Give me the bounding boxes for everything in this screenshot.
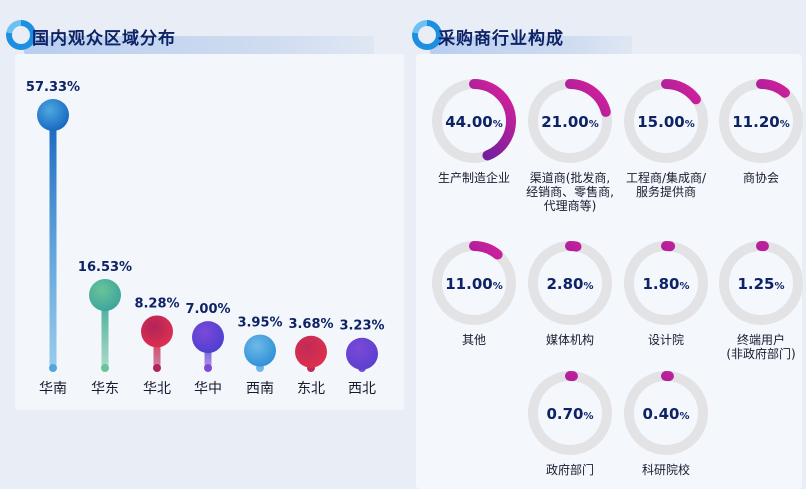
donut-category-label: 政府部门 (546, 462, 594, 477)
region-lollipop-chart: 57.33% 华南 16.53% 华东 8.28% 华北 7.00% 华中 3.95% 西南 3.6… (26, 80, 385, 397)
industry-donut: 44.00% 生产制造企业 (432, 79, 516, 185)
region-bar-head (244, 334, 276, 367)
region-value-label: 8.28% (134, 296, 179, 311)
donut-category-label: 商协会 (743, 170, 779, 185)
region-bar-head (295, 335, 327, 368)
donut-value-label: 1.25% (737, 275, 784, 293)
donut-value-label: 44.00% (445, 113, 502, 131)
donut-value-label: 11.20% (732, 113, 789, 131)
region-category-label: 华南 (39, 381, 67, 397)
donut-arc (528, 371, 612, 455)
region-base-dot (49, 364, 57, 372)
industry-donut: 21.00% 渠道商(批发商,经销商、零售商,代理商等) (526, 79, 614, 213)
donut-value-label: 21.00% (541, 113, 598, 131)
region-category-label: 华北 (143, 381, 171, 397)
donut-arc (528, 79, 612, 163)
industry-donut: 1.25% 终端用户(非政府部门) (719, 241, 803, 361)
industry-donut-grid: 44.00%生产制造企业21.00%渠道商(批发商,经销商、零售商,代理商等)1… (432, 79, 803, 477)
industry-donut: 15.00% 工程商/集成商/服务提供商 (624, 79, 708, 199)
donut-value-label: 1.80% (642, 275, 689, 293)
donut-arc (719, 79, 803, 163)
region-category-label: 西南 (246, 381, 274, 397)
region-category-label: 东北 (297, 381, 325, 397)
donut-category-label: 渠道商(批发商,经销商、零售商,代理商等) (526, 170, 614, 213)
region-panel-title: 国内观众区域分布 (32, 29, 176, 49)
region-value-label: 57.33% (26, 80, 80, 95)
donut-category-label: 设计院 (648, 333, 684, 347)
donut-value-label: 11.00% (445, 275, 502, 293)
donut-arc (432, 241, 516, 325)
region-stem (49, 115, 57, 368)
region-bar-head (141, 315, 173, 348)
region-bar-head (37, 99, 69, 131)
industry-donut: 11.20% 商协会 (719, 79, 803, 185)
region-bar-head (192, 321, 224, 354)
donut-arc (432, 79, 516, 163)
region-category-label: 西北 (348, 381, 376, 397)
industry-donut: 2.80% 媒体机构 (528, 241, 612, 347)
industry-donut: 0.40% 科研院校 (624, 371, 708, 477)
title-ring-icon (412, 20, 442, 50)
donut-category-label: 科研院校 (642, 462, 690, 477)
title-decor-bar (430, 36, 632, 54)
donut-category-label: 终端用户(非政府部门) (726, 332, 795, 361)
region-category-label: 华东 (91, 381, 119, 397)
donut-arc (624, 241, 708, 325)
region-base-dot (204, 364, 212, 372)
donut-arc (528, 241, 612, 325)
donut-category-label: 其他 (462, 333, 486, 347)
donut-value-label: 0.70% (546, 405, 593, 423)
title-ring-icon (6, 20, 36, 50)
industry-donut: 1.80% 设计院 (624, 241, 708, 347)
region-base-dot (101, 364, 109, 372)
donut-arc (624, 371, 708, 455)
industry-donut: 11.00% 其他 (432, 241, 516, 347)
donut-value-label: 15.00% (637, 113, 694, 131)
industry-panel-title: 采购商行业构成 (438, 29, 564, 49)
region-bar-head (89, 279, 121, 312)
donut-category-label: 工程商/集成商/服务提供商 (626, 170, 707, 199)
title-decor-bar (24, 36, 374, 54)
region-base-dot (153, 364, 161, 372)
region-panel: 国内观众区域分布 (6, 20, 374, 54)
industry-donut: 0.70% 政府部门 (528, 371, 612, 477)
donut-value-label: 2.80% (546, 275, 593, 293)
region-value-label: 7.00% (185, 302, 230, 317)
region-value-label: 3.23% (339, 319, 384, 334)
region-category-label: 华中 (194, 381, 222, 397)
donut-category-label: 媒体机构 (546, 332, 594, 347)
donut-category-label: 生产制造企业 (438, 170, 510, 185)
donut-value-label: 0.40% (642, 405, 689, 423)
region-value-label: 3.95% (237, 316, 282, 331)
donut-arc (719, 241, 803, 325)
region-value-label: 16.53% (78, 260, 132, 275)
region-value-label: 3.68% (288, 317, 333, 332)
region-stem (101, 295, 109, 368)
region-bar-head (346, 337, 378, 370)
donut-arc (624, 79, 708, 163)
